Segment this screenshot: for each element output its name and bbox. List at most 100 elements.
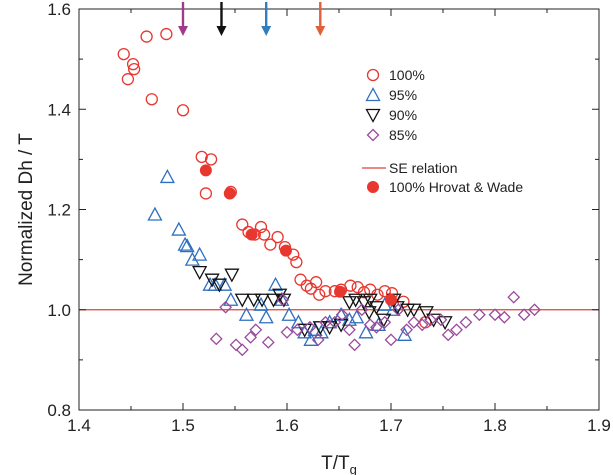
data-point — [406, 303, 422, 318]
data-point — [335, 308, 349, 322]
data-point — [117, 47, 130, 61]
data-point — [217, 276, 233, 291]
data-point — [280, 325, 294, 339]
data-point — [344, 279, 357, 292]
y-axis-label: Normalized Dh / T — [16, 133, 37, 286]
data-point — [207, 276, 223, 291]
data-point — [254, 293, 270, 308]
data-point — [224, 268, 240, 283]
data-point — [294, 273, 307, 286]
data-point — [219, 300, 233, 314]
data-point — [450, 323, 463, 337]
plot-frame — [78, 8, 600, 411]
data-point — [396, 326, 413, 341]
data-point — [497, 310, 511, 324]
data-point — [342, 323, 356, 337]
legend-label: 95% — [389, 87, 417, 103]
data-point — [358, 324, 374, 339]
data-point — [271, 230, 284, 244]
legend-marker — [366, 68, 380, 82]
series-layer — [117, 27, 541, 357]
data-point — [391, 303, 405, 317]
y-tick-label: 1.2 — [47, 201, 71, 220]
x-tick-label: 1.6 — [275, 416, 299, 435]
data-point — [415, 318, 429, 332]
data-point — [160, 27, 173, 41]
data-point — [313, 288, 326, 301]
y-tick-label: 1.0 — [47, 301, 71, 320]
data-point — [176, 104, 190, 117]
x-tick-label: 1.5 — [171, 416, 195, 435]
data-point — [159, 169, 175, 184]
data-point — [245, 228, 258, 241]
data-point — [334, 285, 347, 298]
legend-marker — [367, 181, 379, 193]
data-point — [418, 306, 434, 321]
tg-arrow — [216, 2, 227, 36]
data-point — [290, 314, 307, 329]
data-point — [184, 251, 200, 266]
data-point — [147, 206, 163, 221]
data-point — [223, 187, 236, 200]
legend-marker — [365, 108, 381, 123]
data-point — [254, 220, 268, 234]
legend-label: 100% — [389, 67, 425, 83]
data-point — [126, 57, 140, 71]
data-point — [199, 164, 212, 177]
data-point — [356, 296, 372, 311]
data-point — [507, 290, 521, 304]
data-point — [276, 293, 290, 307]
data-point — [195, 150, 208, 164]
ticks-layer: 1.4 1.5 1.6 1.7 1.8 1.9 0.8 1.0 1.2 1.4 1.6 — [47, 0, 610, 435]
data-point — [179, 238, 195, 253]
tg-arrow — [178, 2, 188, 36]
data-point — [378, 285, 391, 298]
data-point — [145, 93, 158, 106]
data-point — [229, 338, 243, 352]
data-point — [238, 306, 255, 321]
x-axis-label-main: T/T — [321, 453, 350, 474]
data-point — [355, 303, 369, 317]
legend-marker — [365, 87, 381, 102]
y-tick-label: 0.8 — [47, 401, 71, 420]
data-point — [341, 296, 357, 311]
legend-label: 90% — [389, 107, 417, 123]
data-point — [361, 306, 377, 321]
arrow-head — [315, 26, 326, 36]
data-point — [407, 315, 421, 329]
legend-label: SE relation — [389, 160, 457, 176]
tg-arrow — [261, 2, 272, 36]
axes-layer — [78, 8, 600, 411]
data-point — [192, 266, 208, 281]
data-point — [357, 286, 371, 299]
x-axis-label-subscript: g — [350, 462, 357, 475]
data-point — [253, 296, 269, 311]
data-point — [319, 285, 332, 298]
data-point — [211, 278, 227, 293]
data-point — [258, 309, 274, 324]
arrow-head — [216, 26, 227, 36]
data-point — [424, 313, 437, 327]
data-point — [236, 218, 249, 231]
data-point — [267, 276, 284, 291]
data-point — [349, 309, 365, 324]
data-point — [244, 330, 258, 344]
data-point — [199, 187, 213, 200]
data-point — [319, 315, 332, 329]
x-tick-label: 1.4 — [67, 416, 91, 435]
data-point — [279, 244, 292, 257]
data-point — [223, 291, 239, 306]
arrow-head — [178, 26, 188, 36]
data-point — [204, 153, 218, 166]
data-point — [235, 343, 249, 357]
x-tick-label: 1.7 — [379, 416, 403, 435]
data-point — [368, 301, 385, 316]
data-point — [400, 323, 414, 337]
data-point — [290, 323, 304, 337]
data-point — [303, 331, 319, 346]
arrow-head — [261, 26, 272, 36]
data-point — [121, 73, 135, 86]
data-point — [378, 315, 392, 329]
data-point — [309, 276, 323, 289]
